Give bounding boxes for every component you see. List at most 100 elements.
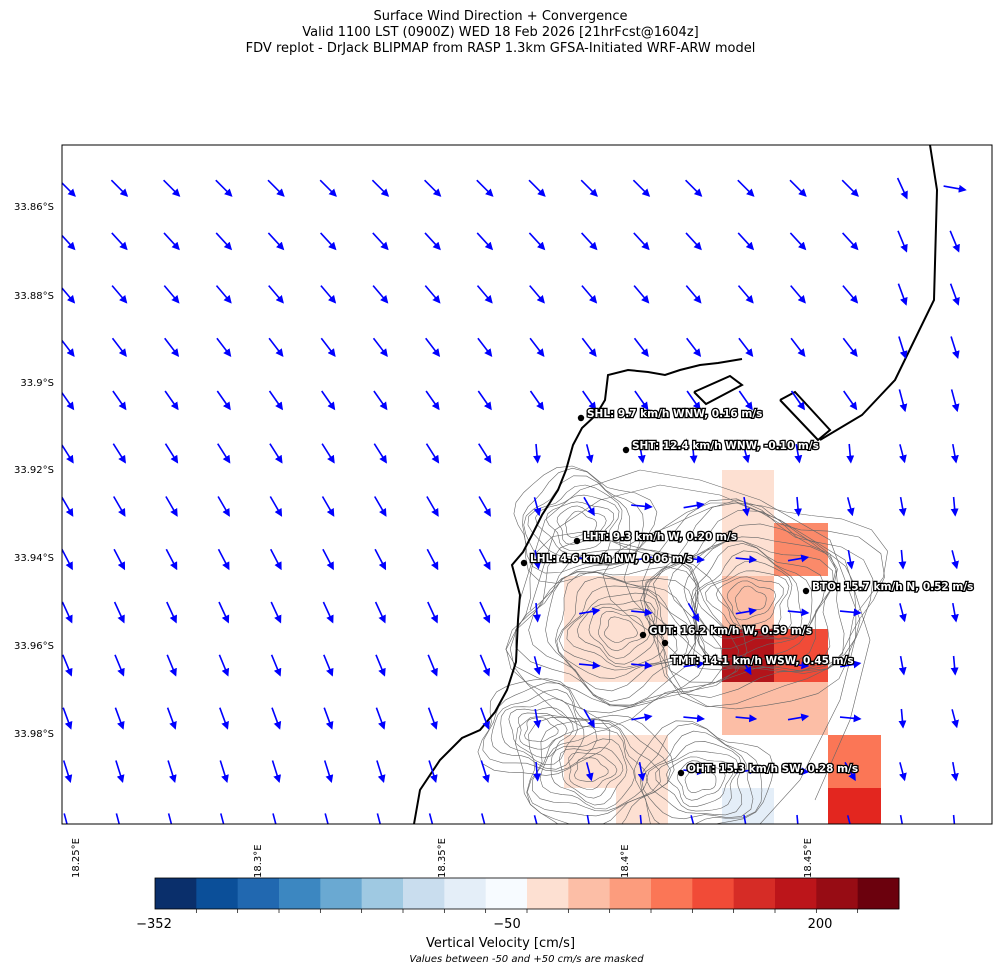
wind-arrow [533, 656, 542, 676]
station-label: GUT: 16.2 km/h W, 0.59 m/s [649, 625, 812, 637]
wind-arrow [220, 813, 225, 824]
wind-arrow [639, 814, 643, 824]
wind-arrow [898, 444, 907, 464]
wind-arrow [735, 607, 757, 616]
contour-line [527, 484, 623, 562]
wind-arrow [529, 285, 545, 304]
station-label: TMT: 14.1 km/h WSW, 0.45 m/s [671, 655, 854, 667]
wind-arrow [950, 655, 959, 676]
wind-arrow [267, 232, 285, 251]
contour-line [524, 717, 559, 742]
wind-arrow [581, 337, 597, 357]
wind-arrow [428, 760, 438, 784]
wind-arrow [843, 390, 858, 411]
wind-arrow [631, 502, 653, 511]
wind-arrow [425, 337, 441, 357]
velocity-cell [828, 735, 881, 788]
station-dot [639, 631, 647, 639]
velocity-cell [564, 576, 616, 629]
contour-line [705, 570, 790, 631]
wind-arrow [637, 761, 646, 782]
wind-arrow [165, 496, 178, 517]
wind-arrow [62, 601, 73, 624]
wind-arrow [164, 390, 179, 411]
wind-arrow [685, 179, 703, 197]
colorbar-swatch [403, 878, 445, 909]
wind-arrow [111, 232, 128, 251]
wind-arrow [533, 549, 542, 570]
wind-arrow [215, 232, 233, 251]
wind-arrow [481, 813, 486, 824]
wind-arrow [794, 496, 803, 517]
wind-arrow [950, 389, 960, 413]
wind-arrow [62, 391, 75, 411]
wind-arrow [112, 390, 127, 411]
wind-arrow [371, 179, 390, 197]
wind-arrow [323, 707, 334, 730]
wind-arrow [62, 443, 74, 464]
wind-arrow [480, 760, 490, 784]
wind-arrow [737, 285, 754, 304]
contour-line [500, 698, 578, 766]
wind-arrow [951, 550, 959, 570]
contour-line [515, 556, 707, 708]
contour-line [715, 576, 784, 627]
colorbar-swatch [237, 878, 280, 909]
station-label: BTO: 15.7 km/h N, 0.52 m/s [812, 581, 973, 593]
wind-arrow [217, 443, 231, 464]
wind-arrow [271, 760, 281, 784]
wind-arrow [631, 661, 653, 670]
contour-line [477, 678, 611, 776]
wind-arrow [533, 708, 542, 729]
colorbar-swatch [320, 878, 363, 909]
wind-arrow [476, 232, 494, 251]
wind-arrow [217, 548, 230, 571]
contour-line [515, 714, 675, 824]
wind-arrow [583, 496, 595, 517]
wind-arrow [686, 337, 702, 357]
wind-arrow [166, 707, 177, 730]
wind-arrow [839, 608, 862, 617]
wind-arrow [787, 767, 810, 776]
wind-arrow [686, 390, 701, 411]
contour-line [526, 716, 671, 824]
x-tick-label: 18.25°E [71, 838, 82, 878]
wind-arrow [790, 285, 806, 304]
contour-line [490, 688, 585, 770]
contour-line [634, 720, 775, 824]
wind-arrow [62, 707, 73, 730]
wind-arrow [323, 654, 334, 677]
colorbar-note: Values between -50 and +50 cm/s are mask… [409, 954, 644, 965]
velocity-cell [722, 576, 774, 629]
colorbar-swatch [444, 878, 487, 909]
contour-line [653, 536, 838, 670]
wind-arrow [633, 285, 650, 304]
contour-line [603, 616, 638, 643]
wind-arrow [62, 496, 74, 517]
wind-arrow [478, 496, 491, 517]
contour-line [574, 757, 609, 782]
wind-arrow [167, 813, 173, 824]
wind-arrow [321, 390, 336, 411]
wind-arrow [268, 337, 284, 357]
wind-arrow [583, 708, 595, 729]
wind-arrow [62, 760, 73, 784]
velocity-cell [616, 576, 668, 629]
wind-arrow [215, 285, 232, 304]
wind-arrow [218, 654, 230, 677]
station-markers: SHL: 9.7 km/h WNW, 0.16 m/s SHT: 12.4 km/… [520, 407, 975, 776]
station-label: SHT: 12.4 km/h WNW, -0.10 m/s [632, 440, 819, 452]
y-tick-label: 33.94°S [14, 553, 54, 564]
wind-arrow [950, 761, 959, 782]
wind-arrow [425, 390, 440, 411]
wind-arrow [427, 601, 438, 624]
colorbar-swatch [609, 878, 652, 909]
station-dot [577, 414, 585, 422]
colorbar-swatch [816, 878, 859, 909]
wind-arrow [372, 337, 388, 357]
contour-line [645, 741, 743, 816]
wind-arrow [115, 813, 121, 824]
wind-arrow [111, 285, 128, 304]
wind-arrow [898, 496, 907, 517]
wind-arrow [114, 707, 125, 730]
